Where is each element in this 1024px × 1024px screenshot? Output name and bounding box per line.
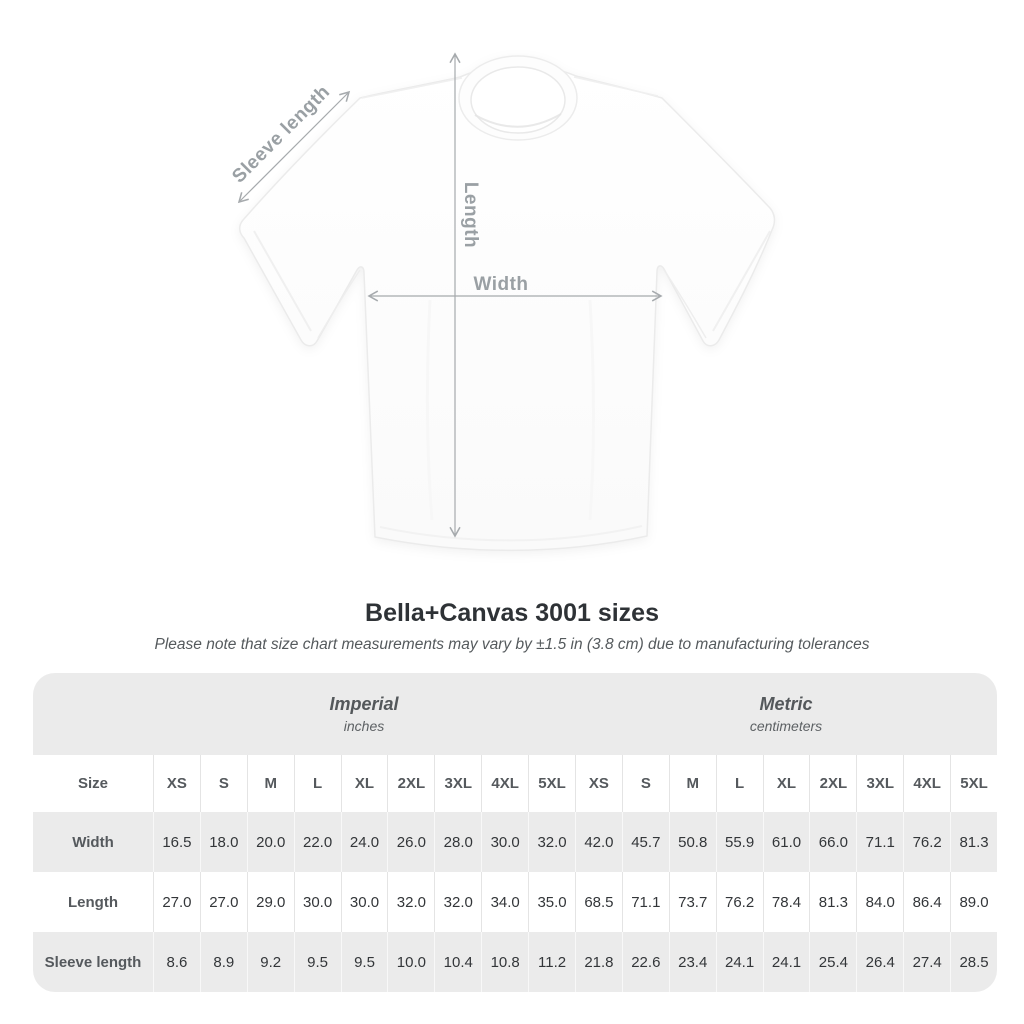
table-cell: 28.5 — [950, 932, 997, 992]
metric-group-header: Metric centimeters — [575, 673, 997, 755]
size-col-header: M — [246, 755, 294, 812]
size-col-header: L — [715, 755, 763, 812]
tshirt-measurement-diagram: Sleeve length Length Width — [228, 52, 776, 552]
size-col-header: XS — [153, 755, 200, 812]
size-col-header: 2XL — [387, 755, 434, 812]
table-cell: 61.0 — [762, 812, 810, 872]
table-cell: 10.8 — [481, 932, 528, 992]
table-cell: 24.1 — [762, 932, 810, 992]
table-cell: 11.2 — [528, 932, 575, 992]
table-cell: 8.6 — [153, 932, 200, 992]
table-row-length: Length 27.0 27.0 29.0 30.0 30.0 32.0 32.… — [33, 872, 997, 932]
length-label: Length — [460, 182, 481, 248]
table-cell: 24.0 — [340, 812, 388, 872]
table-cell: 78.4 — [762, 872, 810, 932]
table-cell: 68.5 — [575, 872, 622, 932]
table-cell: 30.0 — [293, 872, 341, 932]
table-cell: 30.0 — [481, 812, 528, 872]
table-cell: 81.3 — [809, 872, 856, 932]
size-col-header: XL — [340, 755, 388, 812]
table-cell: 76.2 — [715, 872, 763, 932]
size-col-header: M — [668, 755, 716, 812]
metric-sublabel: centimeters — [749, 718, 823, 734]
imperial-sublabel: inches — [343, 718, 385, 734]
size-col-header: 3XL — [856, 755, 903, 812]
table-cell: 66.0 — [809, 812, 856, 872]
page-title: Bella+Canvas 3001 sizes — [365, 599, 659, 627]
table-cell: 84.0 — [856, 872, 903, 932]
row-label: Sleeve length — [44, 953, 142, 971]
table-cell: 76.2 — [903, 812, 950, 872]
imperial-group-header: Imperial inches — [153, 673, 575, 755]
size-header-row: Size XS S M L XL 2XL 3XL 4XL 5XL XS S M … — [33, 755, 997, 812]
width-label: Width — [473, 274, 528, 295]
table-cell: 89.0 — [950, 872, 997, 932]
table-cell: 9.5 — [340, 932, 388, 992]
page-subtitle: Please note that size chart measurements… — [154, 636, 870, 653]
table-cell: 27.4 — [903, 932, 950, 992]
table-cell: 9.5 — [293, 932, 341, 992]
table-cell: 71.1 — [621, 872, 669, 932]
table-cell: 45.7 — [621, 812, 669, 872]
size-col-header: 3XL — [434, 755, 481, 812]
table-cell: 50.8 — [668, 812, 716, 872]
group-header-spacer — [33, 673, 153, 755]
table-cell: 55.9 — [715, 812, 763, 872]
table-cell: 26.4 — [856, 932, 903, 992]
table-cell: 28.0 — [434, 812, 481, 872]
table-cell: 18.0 — [199, 812, 247, 872]
table-cell: 16.5 — [153, 812, 200, 872]
table-cell: 32.0 — [434, 872, 481, 932]
unit-group-header-row: Imperial inches Metric centimeters — [33, 673, 997, 755]
size-corner-header: Size — [77, 775, 108, 792]
table-cell: 27.0 — [199, 872, 247, 932]
table-row-sleeve-length: Sleeve length 8.6 8.9 9.2 9.5 9.5 10.0 1… — [33, 932, 997, 992]
imperial-label: Imperial — [329, 694, 399, 714]
table-cell: 22.0 — [293, 812, 341, 872]
table-cell: 32.0 — [387, 872, 434, 932]
table-cell: 27.0 — [153, 872, 200, 932]
table-row-width: Width 16.5 18.0 20.0 22.0 24.0 26.0 28.0… — [33, 812, 997, 872]
size-col-header: S — [621, 755, 669, 812]
table-cell: 81.3 — [950, 812, 997, 872]
table-cell: 26.0 — [387, 812, 434, 872]
table-cell: 30.0 — [340, 872, 388, 932]
table-cell: 71.1 — [856, 812, 903, 872]
table-cell: 24.1 — [715, 932, 763, 992]
size-col-header: 5XL — [528, 755, 575, 812]
table-cell: 32.0 — [528, 812, 575, 872]
table-cell: 34.0 — [481, 872, 528, 932]
size-col-header: XS — [575, 755, 622, 812]
size-col-header: 2XL — [809, 755, 856, 812]
table-cell: 22.6 — [621, 932, 669, 992]
table-cell: 10.0 — [387, 932, 434, 992]
table-cell: 25.4 — [809, 932, 856, 992]
table-cell: 9.2 — [246, 932, 294, 992]
table-cell: 20.0 — [246, 812, 294, 872]
table-cell: 42.0 — [575, 812, 622, 872]
table-cell: 21.8 — [575, 932, 622, 992]
size-col-header: L — [293, 755, 341, 812]
tshirt-graphic — [239, 55, 776, 552]
size-col-header: XL — [762, 755, 810, 812]
table-cell: 86.4 — [903, 872, 950, 932]
table-cell: 29.0 — [246, 872, 294, 932]
row-label: Width — [72, 833, 114, 851]
table-cell: 35.0 — [528, 872, 575, 932]
row-label: Length — [68, 893, 118, 911]
sleeve-length-measure-arrow — [237, 90, 351, 204]
table-cell: 8.9 — [199, 932, 247, 992]
size-table: Imperial inches Metric centimeters Size … — [33, 673, 997, 992]
table-cell: 23.4 — [668, 932, 716, 992]
size-col-header: 4XL — [903, 755, 950, 812]
size-col-header: 4XL — [481, 755, 528, 812]
size-col-header: 5XL — [950, 755, 997, 812]
table-cell: 10.4 — [434, 932, 481, 992]
size-col-header: S — [199, 755, 247, 812]
metric-label: Metric — [759, 694, 813, 714]
table-cell: 73.7 — [668, 872, 716, 932]
